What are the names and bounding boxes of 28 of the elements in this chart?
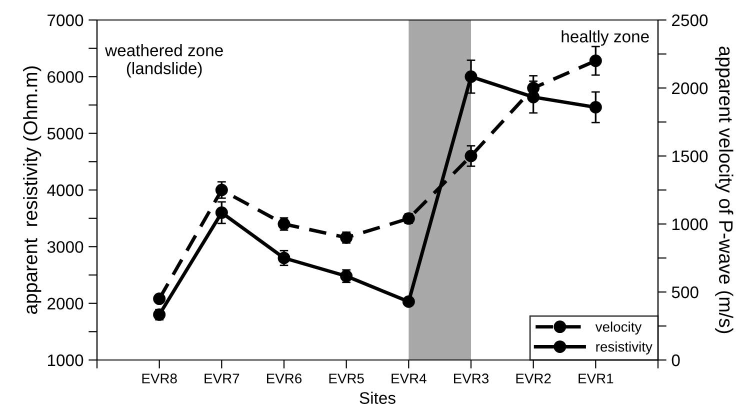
- y-tick-label: 5000: [47, 128, 84, 140]
- y-tick-label: 6000: [48, 71, 84, 83]
- y2-tick-label: 0: [672, 354, 680, 366]
- x-tick-label: EVR6: [267, 374, 302, 384]
- annotation: healtly zone: [562, 30, 649, 46]
- x-tick-label: EVR1: [578, 374, 614, 384]
- x-tick-label: EVR7: [204, 374, 240, 384]
- x-tick-label: EVR3: [454, 374, 489, 384]
- x-tick-label: EVR2: [516, 374, 551, 384]
- x-tick-label: EVR5: [329, 374, 364, 384]
- y-axis-title: apparent resistivity (Ohm.m): [23, 66, 42, 314]
- y2-tick-label: 1500: [672, 150, 708, 162]
- y-tick-label: 3000: [47, 241, 84, 253]
- x-tick-label: EVR8: [142, 374, 177, 384]
- x-tick-label: EVR4: [392, 374, 426, 384]
- y2-tick-label: 2000: [672, 82, 708, 94]
- y2-tick-label: 1000: [672, 218, 708, 230]
- annotation: weathered zone (landslide): [105, 44, 223, 78]
- y-tick-label: 7000: [48, 14, 84, 26]
- y-tick-label: 4000: [47, 184, 84, 196]
- legend-label: resistivity: [596, 341, 652, 354]
- y-tick-label: 2000: [48, 298, 84, 310]
- y2-axis-title: apparent velocity of P-wave (m/s): [715, 46, 734, 334]
- y-tick-label: 1000: [48, 354, 84, 366]
- x-axis-title: Sites: [360, 392, 396, 404]
- legend-label: velocity: [595, 322, 642, 335]
- y2-tick-label: 2500: [672, 14, 708, 26]
- y2-tick-label: 500: [672, 286, 698, 298]
